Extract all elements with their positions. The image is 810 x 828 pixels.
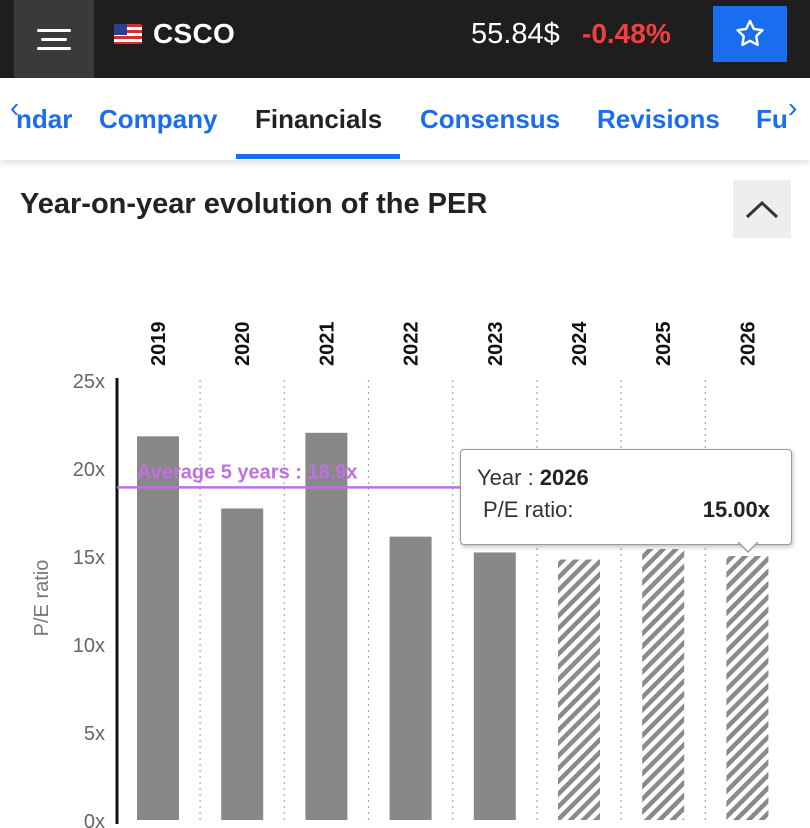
category-label: 2019 bbox=[148, 322, 170, 367]
tab-consensus[interactable]: Consensus bbox=[420, 103, 561, 134]
section-title: Year-on-year evolution of the PER bbox=[20, 188, 488, 220]
chevron-left-icon[interactable]: ‹ bbox=[10, 92, 20, 123]
chevron-up-icon bbox=[745, 200, 779, 219]
tooltip-metric-value: 15.00x bbox=[702, 497, 770, 522]
bar-2020[interactable] bbox=[221, 508, 264, 820]
bar-2026[interactable] bbox=[726, 556, 769, 820]
price-change: -0.48% bbox=[582, 18, 671, 49]
tooltip-metric-label: P/E ratio: bbox=[483, 497, 574, 522]
favorite-button[interactable] bbox=[713, 6, 787, 62]
category-label: 2025 bbox=[653, 322, 675, 367]
tab-calendar[interactable]: ndar bbox=[16, 103, 73, 134]
y-tick-label: 25x bbox=[73, 371, 105, 393]
tab-revisions[interactable]: Revisions bbox=[597, 103, 720, 134]
tab-company[interactable]: Company bbox=[99, 103, 218, 134]
menu-icon bbox=[37, 23, 71, 56]
tooltip-pointer bbox=[737, 541, 759, 553]
chevron-right-icon[interactable]: › bbox=[788, 92, 798, 123]
category-label: 2022 bbox=[401, 322, 423, 367]
category-label: 2024 bbox=[569, 321, 591, 366]
bar-2022[interactable] bbox=[389, 536, 432, 820]
top-bar: CSCO 55.84$ -0.48% bbox=[0, 0, 810, 78]
y-tick-label: 10x bbox=[73, 635, 105, 657]
collapse-button[interactable] bbox=[733, 180, 791, 238]
category-label: 2020 bbox=[232, 322, 254, 367]
average-label: Average 5 years : 18.9x bbox=[137, 461, 358, 483]
bar-2019[interactable] bbox=[137, 436, 179, 820]
tab-bar: ndar Company Financials Consensus Revisi… bbox=[0, 78, 810, 160]
tab-more[interactable]: Fu bbox=[756, 103, 786, 134]
us-flag-icon bbox=[114, 24, 142, 44]
bar-2021[interactable] bbox=[305, 432, 348, 820]
y-tick-label: 20x bbox=[73, 459, 105, 481]
y-tick-label: 15x bbox=[73, 547, 105, 569]
tooltip-year-value: 2026 bbox=[539, 465, 589, 490]
tooltip-year-label: Year : bbox=[477, 465, 540, 490]
category-label: 2023 bbox=[485, 322, 507, 367]
active-tab-indicator bbox=[236, 154, 400, 159]
y-axis-label: P/E ratio bbox=[31, 560, 53, 637]
stock-price: 55.84$ bbox=[471, 17, 560, 50]
y-tick-label: 0x bbox=[84, 811, 105, 828]
menu-button[interactable] bbox=[14, 0, 94, 78]
ticker-symbol: CSCO bbox=[153, 18, 236, 49]
star-outline-icon bbox=[736, 19, 764, 47]
bar-2024[interactable] bbox=[558, 559, 600, 820]
category-label: 2021 bbox=[316, 322, 338, 367]
chart-tooltip: Year : 2026 P/E ratio: 15.00x bbox=[460, 449, 792, 553]
tooltip-year-row: Year : 2026 bbox=[477, 465, 589, 491]
bar-2025[interactable] bbox=[642, 548, 685, 820]
ticker-block: CSCO bbox=[114, 0, 235, 68]
bar-2023[interactable] bbox=[473, 552, 516, 820]
category-label: 2026 bbox=[737, 322, 759, 367]
tab-financials[interactable]: Financials bbox=[255, 103, 383, 134]
y-tick-label: 5x bbox=[84, 723, 105, 745]
